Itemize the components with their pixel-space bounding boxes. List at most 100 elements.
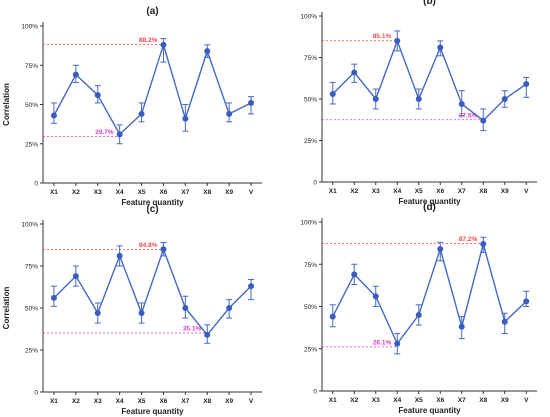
- x-tick-label: X7: [458, 397, 466, 404]
- min-reference-label: 29.7%: [95, 129, 114, 136]
- data-point: [204, 331, 211, 338]
- data-point: [458, 100, 465, 107]
- y-tick-label: 50%: [304, 97, 317, 104]
- y-tick-label: 100%: [21, 222, 38, 229]
- y-tick-label: 25%: [304, 138, 317, 145]
- x-tick-label: X5: [138, 398, 146, 405]
- y-tick-label: 25%: [25, 141, 38, 148]
- data-point: [116, 252, 123, 259]
- x-tick-label: X8: [479, 188, 487, 195]
- y-tick-label: 75%: [304, 262, 317, 269]
- data-point: [50, 112, 57, 119]
- x-axis-label: Feature quantity: [398, 406, 461, 415]
- data-point: [248, 99, 255, 106]
- y-tick-label: 100%: [21, 24, 38, 31]
- y-tick-label: 50%: [25, 306, 38, 313]
- data-point: [372, 293, 379, 300]
- data-point: [94, 310, 101, 317]
- x-tick-label: X1: [329, 397, 337, 404]
- y-tick-label: 50%: [25, 102, 38, 109]
- x-tick-label: X2: [350, 397, 358, 404]
- chart-panel-4: 0 25% 50% 75% 100% X1 X2 X3 X4 X5 X6 X7 X8 X9 V Feature…: [300, 202, 537, 415]
- data-point: [248, 283, 255, 290]
- panel-label: (c): [146, 204, 158, 215]
- data-point: [351, 69, 358, 76]
- x-tick-label: V: [524, 188, 529, 195]
- x-axis-label: Feature quantity: [121, 198, 184, 207]
- y-tick-label: 75%: [25, 264, 38, 271]
- x-tick-label: X8: [479, 397, 487, 404]
- data-point: [160, 41, 167, 48]
- panel-label: (a): [146, 6, 158, 17]
- y-tick-label: 100%: [300, 220, 317, 227]
- data-point: [138, 110, 145, 117]
- y-tick-label: 25%: [304, 346, 317, 353]
- x-tick-label: X8: [203, 189, 211, 196]
- panel-label: (d): [423, 202, 436, 213]
- data-point: [415, 311, 422, 318]
- min-reference-label: 37.5%: [459, 112, 478, 119]
- data-point: [116, 131, 123, 138]
- data-point: [523, 81, 530, 88]
- series-line: [332, 241, 527, 346]
- chart-panel-3: 0 25% 50% 75% 100% X1 X2 X3 X4 X5 X6 X7 X8 X9 V Feature…: [2, 204, 262, 416]
- x-tick-label: X2: [72, 189, 80, 196]
- x-tick-label: X8: [203, 398, 211, 405]
- data-point: [138, 310, 145, 317]
- series-line: [332, 38, 527, 122]
- y-tick-label: 100%: [300, 14, 317, 21]
- x-tick-label: V: [249, 398, 254, 405]
- min-reference-label: 35.1%: [183, 326, 202, 333]
- data-point: [437, 44, 444, 51]
- x-tick-label: V: [524, 397, 529, 404]
- y-tick-label: 0: [313, 180, 317, 187]
- data-point: [372, 96, 379, 102]
- x-tick-label: X9: [501, 397, 509, 404]
- data-point: [458, 323, 465, 330]
- data-point: [415, 96, 422, 102]
- y-tick-label: 0: [34, 181, 38, 188]
- chart-panel-1: 0 25% 50% 75% 100% X1 X2 X3 X4 X5 X6 X7 X8 X9 V Feature…: [2, 6, 262, 207]
- x-tick-label: X2: [72, 398, 80, 405]
- max-reference-label: 87.2%: [459, 236, 478, 243]
- max-reference-label: 88.2%: [139, 37, 158, 44]
- y-tick-label: 0: [313, 389, 317, 396]
- x-tick-label: X4: [393, 188, 401, 195]
- data-point: [394, 340, 401, 347]
- data-point: [72, 273, 79, 280]
- data-point: [329, 313, 336, 320]
- x-tick-label: V: [249, 189, 254, 196]
- x-tick-label: X6: [159, 398, 167, 405]
- y-tick-label: 50%: [304, 304, 317, 311]
- x-tick-label: X4: [116, 189, 124, 196]
- data-point: [351, 271, 358, 278]
- x-tick-label: X1: [329, 188, 337, 195]
- x-tick-label: X9: [225, 398, 233, 405]
- x-tick-label: X3: [94, 398, 102, 405]
- x-axis-label: Feature quantity: [398, 197, 461, 206]
- data-point: [523, 298, 530, 305]
- series-line: [53, 42, 252, 136]
- x-tick-label: X6: [436, 397, 444, 404]
- data-point: [226, 110, 233, 117]
- x-tick-label: X1: [50, 398, 58, 405]
- data-point: [94, 92, 101, 99]
- data-point: [480, 240, 487, 247]
- y-tick-label: 75%: [25, 63, 38, 70]
- x-tick-label: X7: [181, 189, 189, 196]
- x-tick-label: X2: [350, 188, 358, 195]
- panel-label: (b): [423, 0, 436, 7]
- y-axis-label: Correlation: [2, 287, 11, 330]
- x-tick-label: X4: [393, 397, 401, 404]
- data-point: [72, 71, 79, 78]
- x-tick-label: X7: [181, 398, 189, 405]
- data-point: [437, 246, 444, 253]
- max-reference-label: 85.1%: [373, 33, 392, 40]
- data-point: [182, 305, 189, 311]
- x-tick-label: X5: [415, 397, 423, 404]
- x-tick-label: X3: [372, 188, 380, 195]
- data-point: [226, 305, 233, 311]
- data-point: [329, 91, 336, 98]
- x-tick-label: X4: [116, 398, 124, 405]
